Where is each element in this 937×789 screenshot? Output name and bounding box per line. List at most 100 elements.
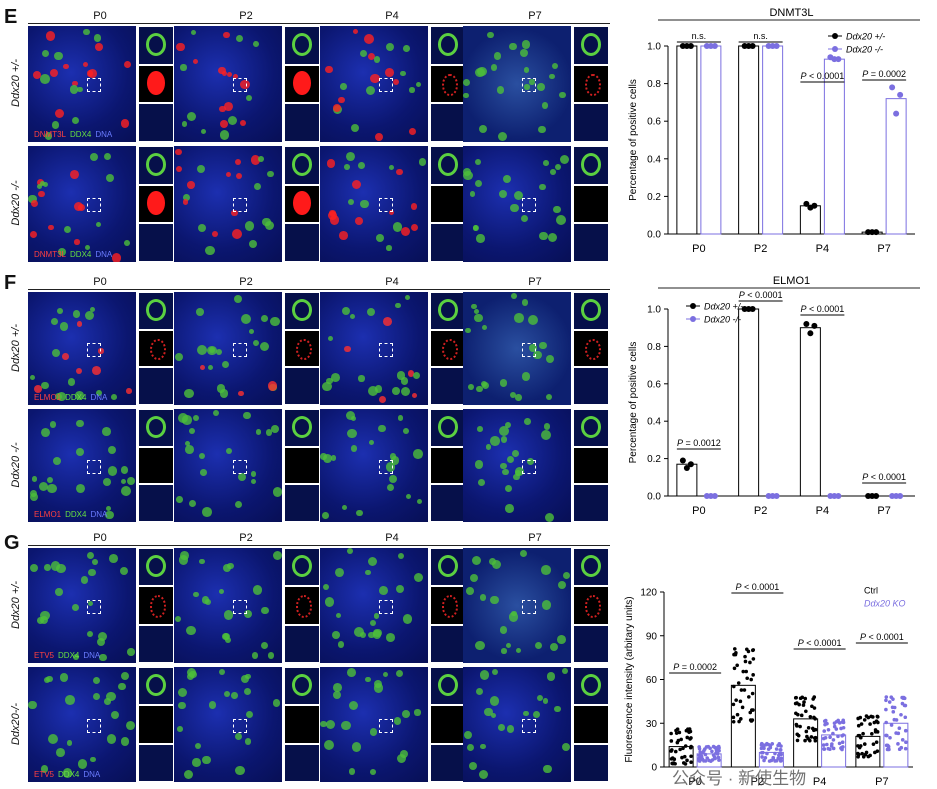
cell-blob	[556, 634, 566, 644]
data-point	[697, 746, 702, 751]
cell-blob	[342, 504, 348, 510]
cell-blob	[84, 311, 94, 321]
cell-blob	[265, 429, 272, 436]
data-point	[896, 742, 900, 746]
cell-blob	[92, 366, 102, 376]
cell-blob	[208, 701, 217, 709]
data-point	[677, 730, 682, 735]
data-point	[889, 723, 894, 727]
cell-blob	[476, 385, 483, 392]
cell-blob	[498, 189, 507, 198]
y-tick-label: 0.4	[647, 417, 661, 428]
cell-blob	[326, 378, 333, 385]
cell-blob	[560, 154, 570, 165]
cell-blob	[513, 473, 520, 481]
cell-blob	[56, 747, 65, 757]
data-point	[685, 758, 689, 763]
cell-blob	[50, 421, 57, 428]
x-tick-label: P0	[688, 776, 701, 785]
cell-blob	[92, 559, 98, 566]
data-point	[739, 688, 744, 692]
cell-blob	[87, 600, 94, 607]
column-header: P7	[528, 276, 542, 288]
bar	[823, 58, 845, 235]
data-point	[841, 745, 845, 749]
cell-blob	[524, 67, 530, 73]
legend-marker	[690, 316, 696, 322]
y-tick-label: 0.6	[647, 117, 661, 128]
chart-title: DNMT3L	[769, 7, 813, 19]
cell-blob	[236, 35, 244, 43]
cell-blob	[107, 466, 118, 476]
cell-blob	[369, 728, 378, 736]
cell-blob	[411, 392, 418, 398]
cell-blob	[204, 598, 212, 605]
cell-blob	[55, 588, 64, 597]
data-point	[735, 663, 739, 668]
cell-blob	[121, 486, 132, 497]
zoom-box	[379, 78, 394, 93]
cell-blob	[478, 125, 488, 134]
stain-legend: ETV5 DDX4 DNA	[34, 770, 100, 779]
cell-blob	[490, 712, 496, 718]
cell-blob	[261, 315, 269, 323]
cell-blob	[219, 130, 230, 140]
p-value-annotation: P = 0.0012	[677, 438, 721, 448]
cell-blob	[379, 586, 389, 596]
column-header: P0	[93, 532, 107, 544]
cell-blob	[546, 671, 556, 681]
legend-label: Ddx20 +/-	[704, 302, 743, 312]
cell-blob	[350, 415, 357, 422]
cell-blob	[72, 603, 79, 611]
zoom-box	[522, 342, 537, 357]
cell-blob	[543, 422, 551, 430]
inset-panel	[284, 292, 320, 330]
data-point	[802, 700, 806, 704]
data-point	[903, 746, 908, 751]
cell-blob	[502, 468, 509, 476]
inset-panel	[284, 705, 320, 744]
cell-blob	[262, 217, 271, 227]
cell-blob	[65, 695, 76, 705]
cell-blob	[388, 474, 398, 484]
data-point	[669, 731, 673, 736]
cell-blob	[29, 230, 37, 239]
cell-blob	[45, 31, 56, 42]
inset-panel	[284, 223, 320, 262]
bar	[700, 45, 722, 235]
p-value-annotation: P < 0.0001	[735, 582, 779, 592]
data-point	[831, 738, 836, 742]
data-point	[871, 715, 875, 719]
cell-blob	[534, 641, 543, 650]
marker-signal	[296, 595, 312, 618]
cell-blob	[463, 92, 469, 99]
column-header: P4	[385, 532, 399, 544]
cell-blob	[562, 571, 570, 579]
cell-blob	[74, 239, 80, 246]
data-point	[896, 731, 901, 736]
cell-blob	[388, 210, 394, 216]
cell-blob	[549, 642, 559, 652]
cell-blob	[344, 345, 351, 353]
cell-blob	[178, 554, 189, 565]
cell-blob	[96, 222, 102, 228]
data-point	[808, 738, 812, 743]
cell-blob	[198, 224, 207, 233]
cell-blob	[92, 676, 101, 684]
y-tick-label: 0.6	[647, 379, 661, 390]
cell-blob	[496, 86, 505, 94]
cell-blob	[32, 70, 42, 79]
cell-blob	[221, 360, 230, 369]
cell-blob	[216, 384, 225, 393]
header-rule	[28, 289, 610, 290]
inset-panel	[430, 26, 466, 65]
data-point	[768, 745, 773, 750]
data-point	[887, 700, 892, 704]
cell-blob	[473, 308, 480, 315]
ddx4-ring	[146, 674, 166, 697]
data-point	[868, 722, 872, 726]
inset-panel	[573, 667, 609, 706]
cell-blob	[396, 753, 406, 763]
x-tick-label: P7	[877, 243, 890, 255]
data-point	[829, 744, 834, 748]
